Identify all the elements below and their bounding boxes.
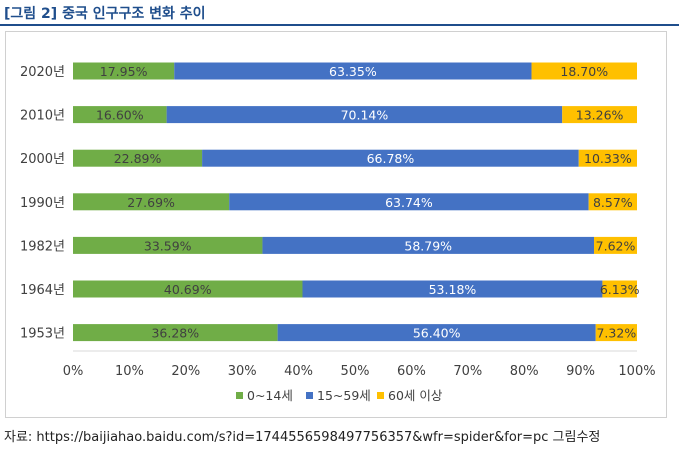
category-label: 2000년 (20, 152, 65, 167)
data-label: 36.28% (151, 326, 199, 341)
x-tick-label: 60% (397, 364, 426, 379)
bar-segment (602, 280, 637, 298)
data-label: 7.32% (596, 326, 636, 341)
data-label: 16.60% (96, 108, 144, 123)
category-label: 1964년 (20, 283, 65, 298)
source-note: 자료: https://baijiahao.baidu.com/s?id=174… (4, 430, 601, 445)
bar-segment (229, 193, 589, 211)
bar-segment (578, 149, 637, 167)
x-tick-label: 100% (618, 364, 655, 379)
bar-segment (166, 106, 563, 124)
bar-segment (73, 193, 230, 211)
title-rule (0, 24, 679, 26)
figure-title-text: 중국 인구구조 변화 추이 (62, 6, 206, 22)
bar-segment (73, 324, 278, 342)
data-label: 56.40% (413, 326, 461, 341)
data-label: 63.74% (385, 195, 433, 210)
category-label: 2020년 (20, 65, 65, 80)
bar-segment (73, 106, 167, 124)
data-label: 70.14% (341, 108, 389, 123)
bar-segment (73, 62, 175, 80)
data-label: 7.62% (596, 238, 636, 253)
data-label: 58.79% (404, 238, 452, 253)
bar-segment (73, 280, 303, 298)
chart-frame (5, 31, 667, 418)
data-label: 63.35% (329, 64, 377, 79)
legend-label: 60세 이상 (388, 388, 443, 403)
legend-label: 15~59세 (317, 388, 371, 403)
x-tick-label: 30% (228, 364, 257, 379)
bar-segment (562, 106, 637, 124)
data-label: 8.57% (593, 195, 633, 210)
x-tick-label: 70% (453, 364, 482, 379)
category-label: 1953년 (20, 327, 65, 342)
bar-segment (277, 324, 596, 342)
x-tick-label: 80% (510, 364, 539, 379)
data-label: 22.89% (114, 151, 162, 166)
x-tick-label: 90% (566, 364, 595, 379)
x-tick-label: 40% (284, 364, 313, 379)
bar-segment (531, 62, 637, 80)
data-label: 53.18% (429, 282, 477, 297)
bar-segment (588, 193, 637, 211)
bar-segment (262, 236, 595, 254)
bar-segment (174, 62, 532, 80)
data-label: 40.69% (164, 282, 212, 297)
bar-segment (202, 149, 579, 167)
data-label: 33.59% (144, 238, 192, 253)
data-label: 17.95% (100, 64, 148, 79)
x-tick-label: 20% (171, 364, 200, 379)
figure-title: [그림 2] 중국 인구구조 변화 추이 (4, 3, 205, 23)
legend-swatch (306, 392, 313, 399)
bar-segment (594, 236, 637, 254)
data-label: 13.26% (576, 108, 624, 123)
bar-segment (73, 236, 263, 254)
bar-segment (595, 324, 637, 342)
data-label: 66.78% (367, 151, 415, 166)
bar-segment (73, 149, 203, 167)
category-label: 2010년 (20, 109, 65, 124)
bar-segment (302, 280, 603, 298)
category-label: 1990년 (20, 196, 65, 211)
data-label: 10.33% (584, 151, 632, 166)
legend-swatch (377, 392, 384, 399)
figure-number: [그림 2] (4, 6, 58, 22)
data-label: 6.13% (600, 282, 640, 297)
data-label: 18.70% (560, 64, 608, 79)
x-tick-label: 10% (115, 364, 144, 379)
legend-swatch (236, 392, 243, 399)
legend-label: 0~14세 (247, 388, 293, 403)
data-label: 27.69% (127, 195, 175, 210)
x-tick-label: 0% (63, 364, 84, 379)
category-label: 1982년 (20, 239, 65, 254)
x-tick-label: 50% (341, 364, 370, 379)
